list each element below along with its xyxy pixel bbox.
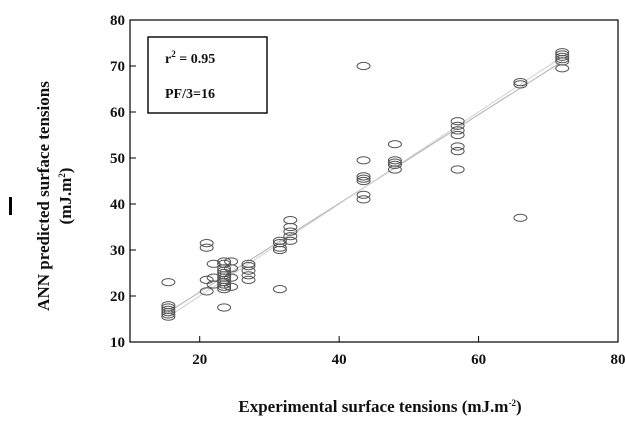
- fit-lines: [168, 56, 563, 318]
- axis-ticks: 20 40 60 80 10 20 30 40 50 60 70 80: [110, 13, 625, 368]
- x-tick-label: 60: [471, 352, 486, 368]
- fit-line: [168, 56, 563, 318]
- data-point: [217, 259, 232, 268]
- data-point: [241, 271, 256, 280]
- y-tick-label: 40: [110, 197, 125, 213]
- x-axis-title: Experimental surface tensions (mJ.m-2): [238, 397, 521, 416]
- data-point: [450, 142, 465, 151]
- y-axis-title: ANN predicted surface tensions: [34, 81, 53, 311]
- data-points: [161, 48, 570, 321]
- data-point: [450, 117, 465, 126]
- data-point: [217, 257, 232, 266]
- data-point: [555, 52, 570, 61]
- data-point: [206, 259, 221, 268]
- y-axis-dash: [9, 197, 12, 215]
- data-point: [224, 282, 239, 291]
- data-point: [513, 80, 528, 89]
- data-point: [272, 285, 287, 294]
- data-point: [199, 287, 214, 296]
- r-squared-label: r2 = 0.95: [165, 49, 215, 67]
- plot-frame: [129, 19, 619, 343]
- data-point: [387, 158, 402, 167]
- data-point: [161, 301, 176, 310]
- data-point: [283, 227, 298, 236]
- y-tick-label: 60: [110, 105, 125, 121]
- y-tick-label: 10: [110, 335, 125, 351]
- data-point: [283, 236, 298, 245]
- data-point: [224, 257, 239, 266]
- data-point: [356, 172, 371, 181]
- data-point: [356, 61, 371, 71]
- x-tick-label: 20: [192, 352, 207, 368]
- x-tick-label: 40: [332, 352, 347, 368]
- y-tick-label: 30: [110, 243, 125, 259]
- data-point: [206, 273, 221, 282]
- data-point: [161, 278, 176, 287]
- x-tick-label: 80: [611, 352, 625, 368]
- data-point: [450, 130, 465, 140]
- data-point: [199, 239, 214, 248]
- data-point: [241, 262, 256, 271]
- stats-box: [147, 36, 268, 114]
- y-tick-label: 80: [110, 13, 125, 29]
- data-point: [450, 121, 465, 130]
- data-point: [241, 275, 256, 284]
- data-point: [555, 48, 570, 57]
- data-point: [387, 160, 402, 169]
- data-point: [199, 243, 214, 252]
- data-point: [387, 140, 402, 149]
- data-point: [241, 259, 256, 268]
- data-point: [272, 239, 287, 248]
- y-axis-units: (mJ.m2): [56, 168, 75, 225]
- data-point: [450, 147, 465, 156]
- data-point: [283, 232, 298, 241]
- data-point: [217, 303, 232, 312]
- data-point: [161, 303, 176, 312]
- data-point: [356, 190, 371, 199]
- y-tick-label: 70: [110, 59, 125, 75]
- y-tick-label: 50: [110, 151, 125, 167]
- data-point: [555, 64, 570, 73]
- data-point: [224, 273, 239, 282]
- data-point: [217, 268, 232, 278]
- data-point: [513, 78, 528, 87]
- data-point: [283, 216, 298, 225]
- data-point: [283, 222, 298, 232]
- pf-label: PF/3=16: [165, 87, 215, 102]
- data-point: [513, 213, 528, 222]
- data-point: [356, 156, 371, 165]
- data-point: [161, 305, 176, 314]
- data-point: [356, 176, 371, 186]
- data-point: [272, 236, 287, 245]
- data-point: [450, 126, 465, 135]
- data-point: [356, 195, 371, 204]
- y-tick-label: 20: [110, 289, 125, 305]
- data-point: [356, 174, 371, 183]
- data-point: [555, 50, 570, 59]
- data-point: [450, 165, 465, 174]
- data-point: [387, 156, 402, 165]
- data-point: [199, 275, 214, 284]
